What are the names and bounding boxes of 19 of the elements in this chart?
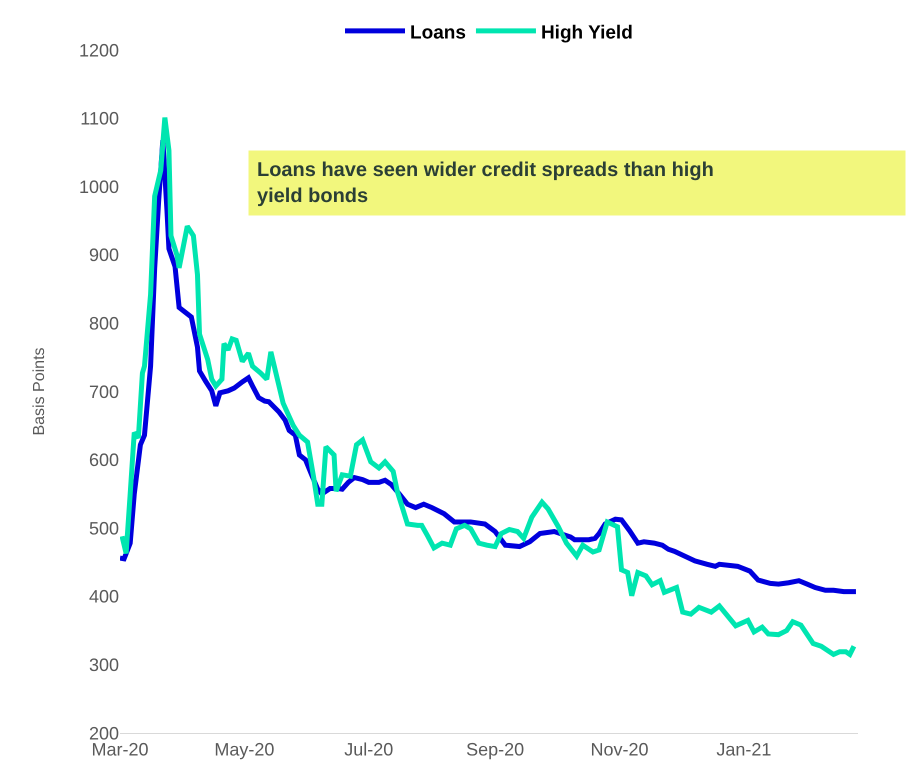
legend-label: High Yield bbox=[540, 22, 633, 44]
y-tick-label: 600 bbox=[88, 450, 119, 470]
x-tick-label: Jul-20 bbox=[344, 740, 394, 760]
y-tick-label: 500 bbox=[88, 518, 119, 538]
x-tick-label: May-20 bbox=[214, 740, 274, 760]
x-tick-label: Sep-20 bbox=[466, 740, 524, 760]
y-tick-label: 700 bbox=[88, 382, 119, 402]
y-tick-label: 800 bbox=[88, 314, 119, 334]
y-tick-label: 1100 bbox=[80, 108, 119, 129]
y-tick-label: 300 bbox=[88, 655, 119, 675]
y-axis-title: Basis Points bbox=[30, 347, 48, 436]
x-tick-label: Nov-20 bbox=[590, 740, 648, 760]
y-tick-label: 400 bbox=[88, 586, 119, 607]
annotation: Loans have seen wider credit spreads than high yield bonds bbox=[257, 159, 714, 207]
y-tick-label: 1000 bbox=[78, 176, 119, 197]
legend-label: Loans bbox=[410, 22, 466, 44]
y-tick-label: 1200 bbox=[78, 40, 119, 60]
x-tick-label: Jan-21 bbox=[716, 740, 772, 760]
y-tick-label: 900 bbox=[88, 245, 119, 266]
